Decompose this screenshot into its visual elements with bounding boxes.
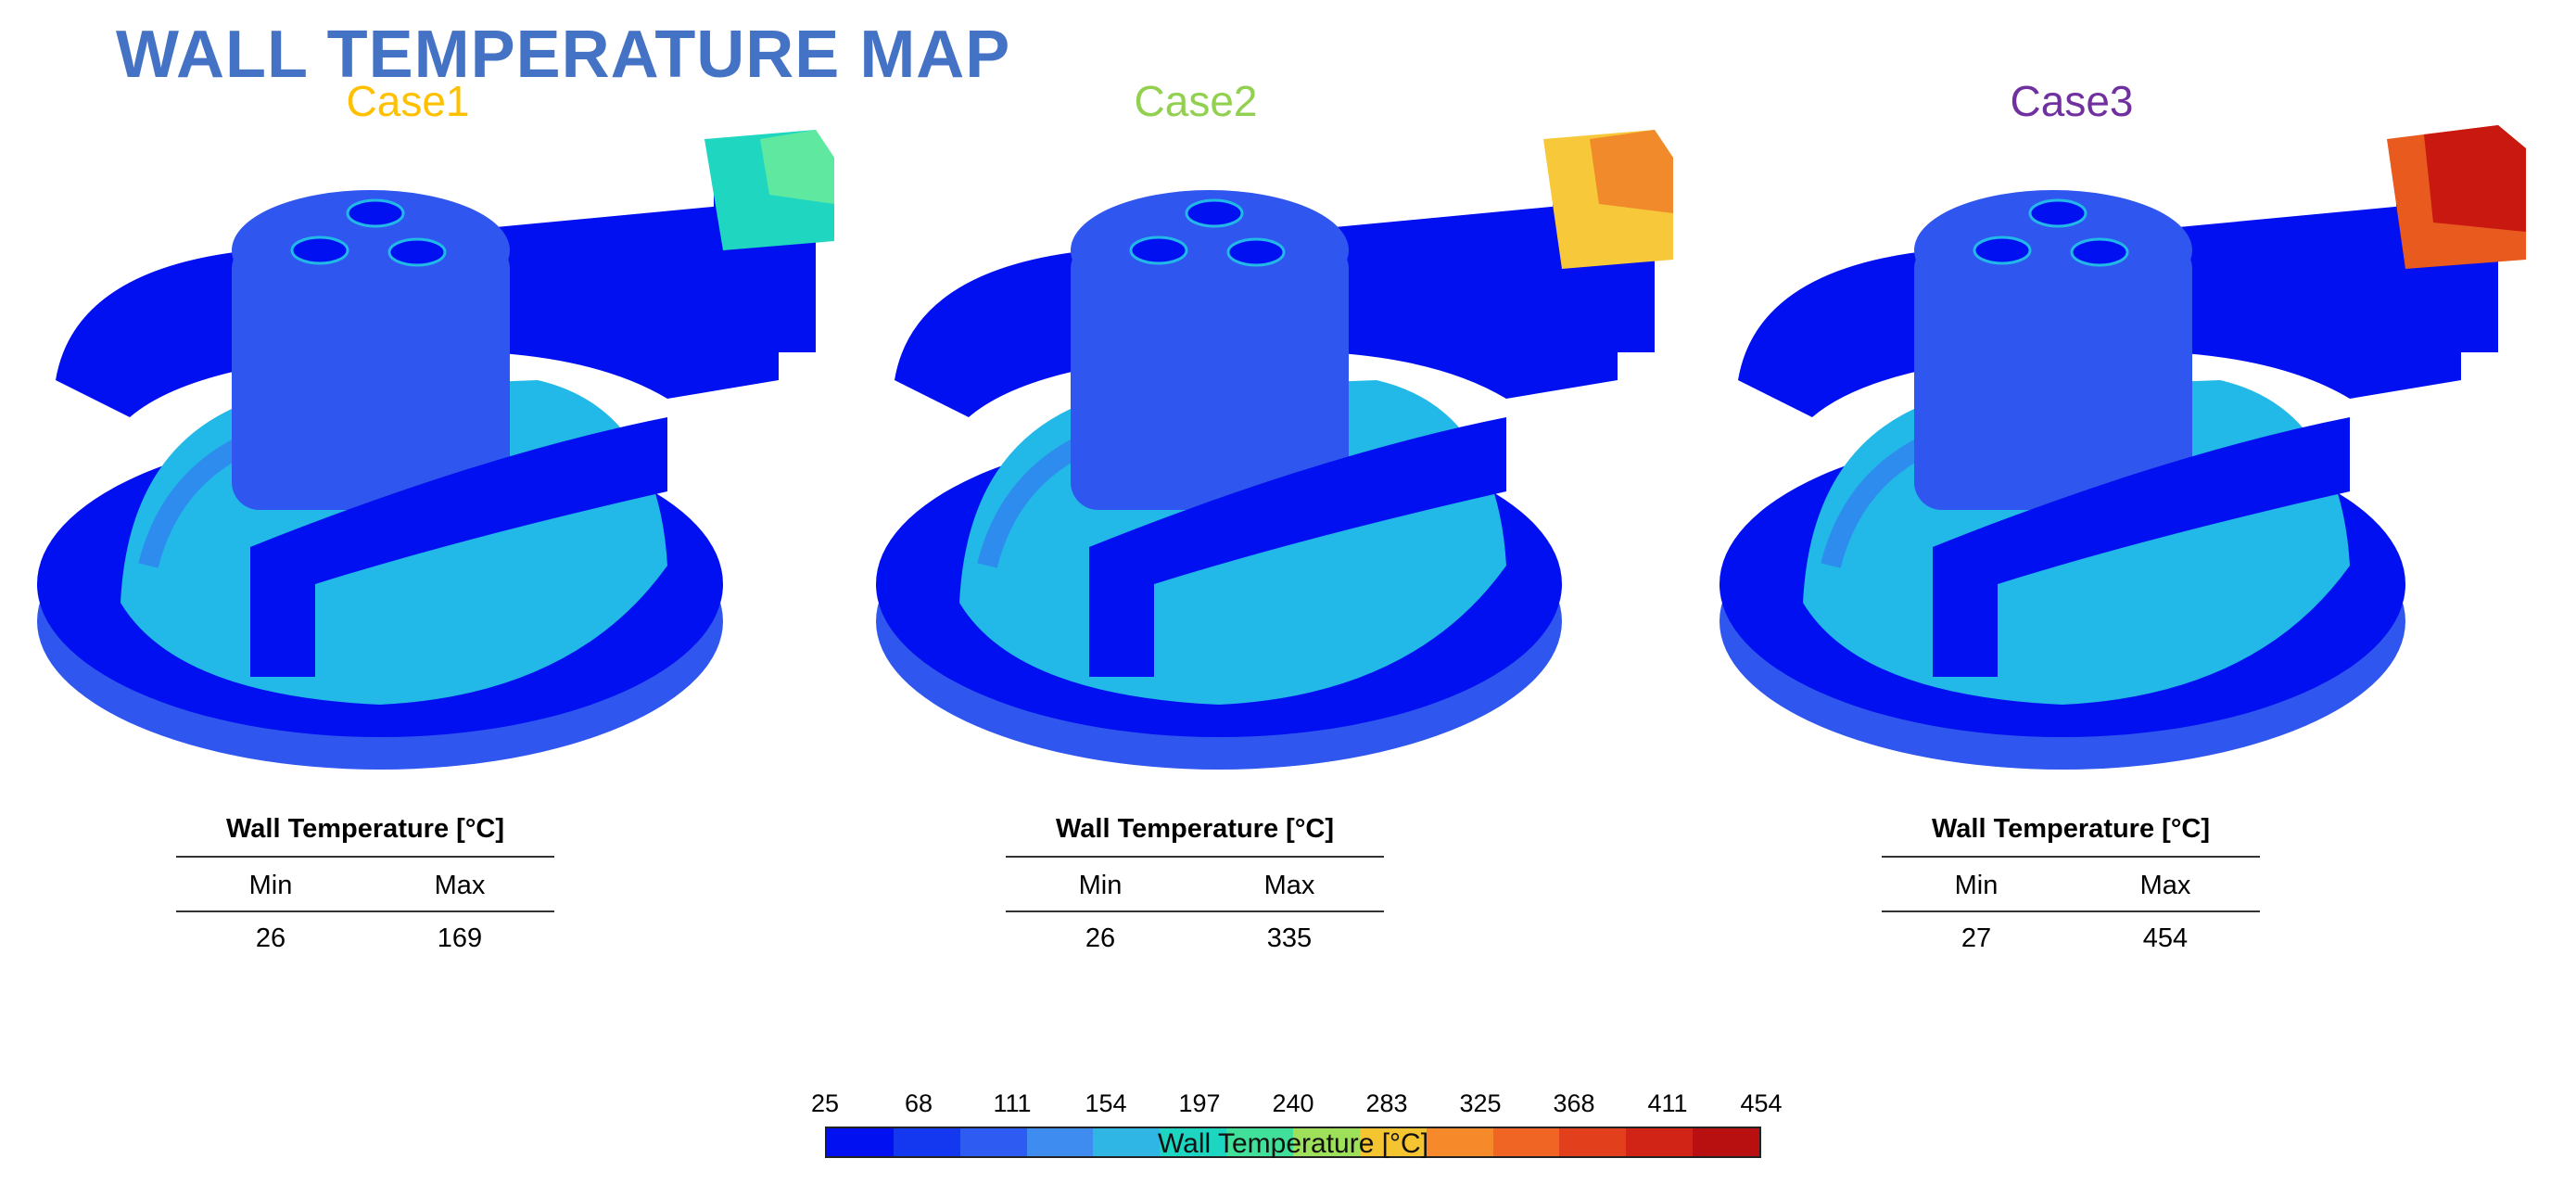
table-row: 27 454 (1882, 912, 2260, 954)
max-header: Max (2139, 871, 2191, 900)
colorbar-tick-label: 411 (1647, 1089, 1688, 1117)
colorbar-segment (1026, 1128, 1094, 1156)
min-header: Min (1954, 871, 1999, 900)
colorbar-segment (1693, 1128, 1760, 1156)
case2-label: Case2 (1134, 77, 1258, 125)
colorbar-tick-label: 154 (1085, 1089, 1127, 1117)
table-title: Wall Temperature [°C] (1006, 814, 1384, 858)
case3-label: Case3 (2010, 77, 2134, 125)
max-value: 454 (2142, 923, 2189, 953)
min-value: 26 (1085, 923, 1116, 953)
colorbar-segment (827, 1128, 894, 1156)
table-title: Wall Temperature [°C] (176, 814, 554, 858)
colorbar-segment (893, 1128, 960, 1156)
case3-stats-table: Wall Temperature [°C] Min Max 27 454 (1882, 814, 2260, 954)
model-body (1719, 125, 2526, 770)
colorbar-segment (1160, 1128, 1227, 1156)
colorbar-segment (1426, 1128, 1493, 1156)
colorbar-segment (1359, 1128, 1427, 1156)
colorbar-segment (1093, 1128, 1161, 1156)
model-body (37, 130, 834, 770)
table-header-row: Min Max (1006, 858, 1384, 912)
colorbar-tick-label: 68 (904, 1089, 933, 1117)
colorbar-segment (1492, 1128, 1560, 1156)
colorbar-gradient: Wall Temperature [°C] (825, 1127, 1761, 1159)
case2-stats-table: Wall Temperature [°C] Min Max 26 335 (1006, 814, 1384, 954)
case2-model-render (876, 130, 1673, 770)
min-header: Min (248, 871, 293, 900)
colorbar-ticks: 25 68 111 154 197 240 283 325 368 411 454 (811, 1089, 1783, 1127)
case1-label: Case1 (346, 77, 470, 125)
colorbar-segment (1559, 1128, 1627, 1156)
max-value: 169 (437, 923, 483, 953)
case3-model-render (1719, 125, 2526, 770)
colorbar-segment (1293, 1128, 1360, 1156)
max-header: Max (434, 871, 486, 900)
colorbar-tick-label: 283 (1365, 1089, 1408, 1117)
colorbar-tick-label: 325 (1459, 1089, 1502, 1117)
colorbar-label: Wall Temperature [°C] (1157, 1128, 1429, 1159)
table-row: 26 335 (1006, 912, 1384, 954)
min-value: 27 (1961, 923, 1992, 953)
table-header-row: Min Max (1882, 858, 2260, 912)
colorbar-tick-label: 368 (1553, 1089, 1595, 1117)
max-value: 335 (1266, 923, 1313, 953)
colorbar-tick-label: 197 (1178, 1089, 1221, 1117)
table-row: 26 169 (176, 912, 554, 954)
colorbar-tick-label: 25 (810, 1089, 840, 1117)
table-title: Wall Temperature [°C] (1882, 814, 2260, 858)
min-value: 26 (255, 923, 286, 953)
colorbar-legend: 25 68 111 154 197 240 283 325 368 411 454 Wall Tem… (811, 1089, 1783, 1159)
colorbar-tick-label: 454 (1740, 1089, 1783, 1117)
case1-stats-table: Wall Temperature [°C] Min Max 26 169 (176, 814, 554, 954)
max-header: Max (1263, 871, 1315, 900)
table-header-row: Min Max (176, 858, 554, 912)
colorbar-segment (1226, 1128, 1294, 1156)
colorbar-segment (1626, 1128, 1694, 1156)
colorbar-segment (959, 1128, 1027, 1156)
colorbar-tick-label: 240 (1272, 1089, 1314, 1117)
min-header: Min (1078, 871, 1123, 900)
model-body (876, 130, 1673, 770)
page-title: WALL TEMPERATURE MAP (116, 18, 1011, 92)
case1-model-render (37, 130, 834, 770)
colorbar-tick-label: 111 (993, 1089, 1032, 1117)
